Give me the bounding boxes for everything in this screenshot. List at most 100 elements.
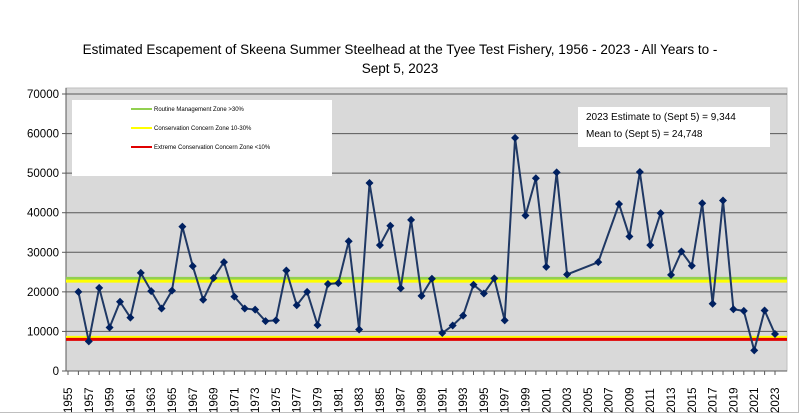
- data-point: [677, 247, 686, 256]
- data-point: [375, 241, 384, 250]
- x-tick-label: 1991: [437, 387, 449, 413]
- data-point: [199, 295, 208, 304]
- x-tick-label: 1959: [105, 387, 117, 413]
- x-tick-label: 2009: [624, 387, 636, 413]
- data-point: [292, 301, 301, 310]
- data-point: [490, 274, 499, 283]
- data-point: [719, 196, 728, 205]
- data-point: [334, 279, 343, 288]
- y-tick-label: 40000: [27, 208, 59, 220]
- data-point: [563, 270, 572, 279]
- data-point: [84, 337, 93, 346]
- data-point: [407, 215, 416, 224]
- x-tick-label: 1965: [167, 387, 179, 413]
- x-tick-label: 1961: [125, 387, 137, 413]
- data-point: [698, 199, 707, 208]
- data-point: [105, 323, 114, 332]
- data-point: [147, 287, 156, 296]
- x-tick-label: 1979: [313, 387, 325, 413]
- data-point: [386, 221, 395, 230]
- data-point: [635, 167, 644, 176]
- data-point: [500, 316, 509, 325]
- data-point: [136, 268, 145, 277]
- x-tick-label: 1985: [375, 387, 387, 413]
- data-point: [511, 133, 520, 142]
- x-tick-label: 2015: [687, 387, 699, 413]
- data-point: [459, 311, 468, 320]
- data-point: [542, 262, 551, 271]
- data-point: [531, 174, 540, 183]
- x-tick-label: 1963: [146, 387, 158, 413]
- y-tick-label: 20000: [27, 287, 59, 299]
- data-point: [282, 266, 291, 275]
- legend-label: Conservation Concern Zone 10-30%: [154, 126, 252, 132]
- x-tick-label: 1989: [417, 387, 429, 413]
- data-point: [760, 306, 769, 315]
- data-point: [521, 211, 530, 220]
- x-tick-label: 2007: [604, 387, 616, 413]
- x-tick-label: 1969: [209, 387, 221, 413]
- chart-title: Estimated Escapement of Skeena Summer St…: [60, 40, 740, 78]
- data-point: [771, 330, 779, 339]
- data-point: [646, 241, 655, 250]
- x-tick-label: 2001: [541, 387, 553, 413]
- data-point: [219, 258, 228, 267]
- data-point: [355, 325, 364, 334]
- data-point: [178, 222, 187, 231]
- legend-label: Extreme Conservation Concern Zone <10%: [154, 145, 271, 151]
- data-point: [739, 306, 748, 315]
- annotation-text: 2023 Estimate to (Sept 5) = 9,344: [586, 112, 736, 123]
- x-tick-label: 2017: [708, 387, 720, 413]
- x-tick-label: 1987: [396, 387, 408, 413]
- x-tick-label: 2005: [583, 387, 595, 413]
- data-point: [95, 283, 104, 292]
- data-point: [344, 237, 353, 246]
- data-point: [251, 305, 260, 314]
- title-line-1: Estimated Escapement of Skeena Summer St…: [82, 42, 718, 57]
- x-tick-label: 1993: [458, 387, 470, 413]
- annotation-box: [578, 107, 770, 147]
- data-point: [261, 317, 270, 326]
- data-point: [656, 209, 665, 218]
- data-point: [157, 304, 166, 313]
- data-point: [167, 286, 176, 295]
- x-tick-label: 1955: [63, 387, 75, 413]
- x-tick-label: 1999: [520, 387, 532, 413]
- y-tick-label: 50000: [27, 168, 59, 180]
- data-point: [469, 280, 478, 289]
- data-point: [271, 316, 280, 325]
- data-point: [115, 297, 124, 306]
- data-point: [230, 292, 239, 301]
- x-tick-label: 2003: [562, 387, 574, 413]
- data-point: [594, 258, 603, 267]
- y-tick-label: 30000: [27, 247, 59, 259]
- y-tick-label: 0: [53, 366, 59, 378]
- data-point: [323, 279, 332, 288]
- data-point: [625, 232, 634, 241]
- data-point: [438, 329, 447, 338]
- data-point: [479, 289, 488, 298]
- chart-frame: [0, 0, 799, 413]
- x-tick-label: 2019: [728, 387, 740, 413]
- x-tick-label: 2013: [666, 387, 678, 413]
- x-tick-label: 1971: [229, 387, 241, 413]
- x-tick-label: 2011: [645, 388, 657, 413]
- x-tick-label: 2021: [749, 387, 761, 413]
- data-point: [126, 313, 135, 322]
- data-point: [313, 321, 322, 330]
- legend-label: Routine Management Zone >30%: [154, 107, 245, 113]
- data-point: [448, 321, 457, 330]
- data-point: [303, 287, 312, 296]
- data-point: [396, 284, 405, 293]
- x-tick-label: 1957: [84, 387, 96, 413]
- x-tick-label: 1995: [479, 387, 491, 413]
- data-point: [750, 346, 759, 355]
- data-point: [615, 200, 624, 209]
- data-point: [708, 299, 717, 308]
- data-point: [427, 274, 436, 283]
- x-tick-label: 1981: [333, 387, 345, 413]
- x-tick-label: 1975: [271, 387, 283, 413]
- x-tick-label: 1977: [292, 387, 304, 413]
- data-point: [74, 287, 83, 296]
